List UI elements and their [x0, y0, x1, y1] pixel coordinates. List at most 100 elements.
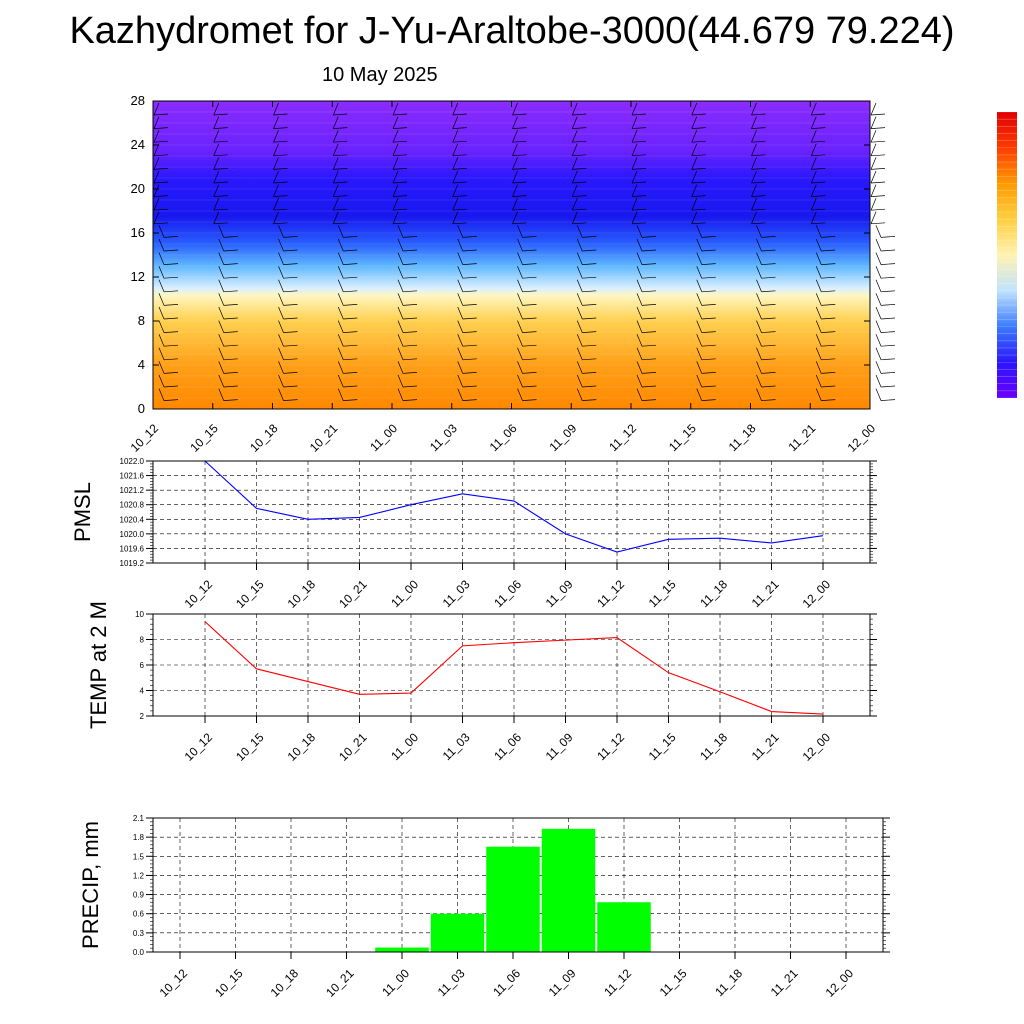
xtick-label: 11_09 [546, 966, 579, 999]
wind-barb-staff [457, 279, 464, 292]
wind-barb-staff [512, 198, 518, 211]
wind-barb-flag [402, 372, 418, 374]
ytick-label: 2 [140, 712, 145, 721]
wind-barb-flag [811, 113, 826, 116]
wind-barb-flag [761, 263, 776, 265]
wind-barb-flag [641, 358, 657, 361]
wind-barb-flag [641, 331, 657, 333]
wind-barb-flag [392, 168, 408, 170]
wind-barb-flag [751, 195, 766, 197]
wind-barb-flag [452, 222, 467, 225]
wind-barb-flag [163, 276, 179, 279]
wind-barb-staff [870, 184, 877, 197]
wind-barb-staff [457, 334, 464, 347]
wind-barb-flag [582, 385, 597, 388]
wind-barb-flag [333, 127, 348, 129]
wind-barb-flag [402, 317, 418, 320]
wind-barb-flag [880, 344, 896, 347]
wind-barb-staff [810, 211, 817, 224]
heatmap-panel: 0 4 8 12 16 20 24 28 10_12 10_15 10_18 10_21 11_00 11… [128, 93, 896, 455]
wind-barb-flag [522, 372, 537, 374]
wind-barb-staff [576, 347, 583, 360]
precip-bar [486, 846, 540, 952]
wind-barb-flag [751, 127, 766, 129]
xtick-label: 11_12 [594, 730, 627, 763]
wind-barb-staff [517, 225, 523, 238]
wind-barb-staff [696, 266, 703, 279]
wind-barb-flag [452, 195, 467, 197]
wind-barb-flag [522, 249, 537, 252]
wind-barb-flag [402, 399, 418, 401]
wind-barb-flag [402, 276, 418, 279]
wind-barb-staff [815, 361, 822, 374]
wind-barb-staff [631, 211, 638, 224]
wind-barb-staff [517, 347, 523, 360]
wind-barb-staff [278, 347, 284, 360]
wind-barb-flag [402, 385, 418, 388]
wind-barb-staff [332, 116, 339, 129]
wind-barb-flag [701, 276, 716, 279]
wind-barb-staff [756, 252, 762, 265]
wind-barb-flag [572, 168, 587, 170]
wind-barb-flag [582, 249, 597, 252]
wind-barb-staff [691, 116, 698, 129]
wind-barb-flag [213, 154, 228, 157]
wind-barb-staff [517, 388, 523, 401]
xtick-label: 11_09 [543, 577, 576, 610]
wind-barb-flag [402, 236, 418, 238]
wind-barb-staff [517, 266, 523, 279]
wind-barb-flag [641, 317, 657, 320]
wind-barb-staff [571, 157, 578, 170]
wind-barb-staff [218, 334, 225, 347]
wind-barb-staff [337, 388, 344, 401]
wind-barb-staff [158, 225, 165, 238]
heatmap-xtick-label: 10_12 [128, 421, 162, 455]
wind-barb-flag [333, 195, 348, 197]
wind-barb-flag [821, 372, 836, 374]
wind-barb-staff [158, 320, 165, 333]
wind-barb-staff [815, 225, 822, 238]
wind-barb-staff [158, 279, 165, 292]
wind-barb-staff [756, 361, 762, 374]
wind-barb-flag [163, 290, 179, 293]
wind-barb-staff [691, 170, 698, 184]
xtick-label: 10_12 [182, 730, 216, 764]
wind-barb-flag [223, 385, 238, 388]
wind-barb-flag [821, 236, 836, 238]
wind-barb-flag [163, 344, 179, 347]
wind-barb-staff [213, 211, 220, 224]
wind-barb-flag [283, 372, 298, 374]
wind-barb-flag [641, 399, 657, 401]
wind-barb-flag [821, 263, 836, 265]
xtick-label: 11_06 [491, 577, 524, 610]
xtick-label: 12_00 [800, 730, 834, 764]
wind-barb-staff [870, 102, 877, 116]
wind-barb-flag [870, 181, 886, 184]
wind-barb-flag [223, 372, 238, 374]
wind-barb-staff [810, 157, 817, 170]
wind-barb-staff [278, 374, 284, 388]
wind-barb-staff [153, 157, 160, 170]
wind-barb-staff [213, 130, 220, 143]
wind-barb-flag [522, 304, 537, 306]
wind-barb-staff [815, 388, 822, 401]
wind-barb-staff [273, 198, 279, 211]
plot-frame [152, 613, 871, 717]
heatmap-xtick-label: 11_09 [547, 421, 580, 454]
wind-barb-flag [761, 358, 776, 361]
wind-barb-staff [397, 238, 404, 252]
wind-barb-staff [337, 293, 344, 306]
wind-barb-staff [815, 334, 822, 347]
wind-barb-flag [462, 372, 477, 374]
wind-barb-flag [333, 181, 348, 184]
wind-barb-flag [701, 358, 716, 361]
wind-barb-flag [751, 222, 766, 225]
wind-barb-flag [273, 222, 288, 225]
pmsl-panel: 1022.0 1021.6 1021.2 1020.8 1020.4 1020.0 1019… [70, 457, 877, 611]
heatmap-ytick-label: 8 [138, 313, 145, 328]
wind-barb-flag [223, 304, 238, 306]
colorbar [997, 111, 1017, 399]
wind-barb-flag [402, 249, 418, 252]
wind-barb-flag [631, 127, 647, 129]
wind-barb-staff [278, 361, 284, 374]
